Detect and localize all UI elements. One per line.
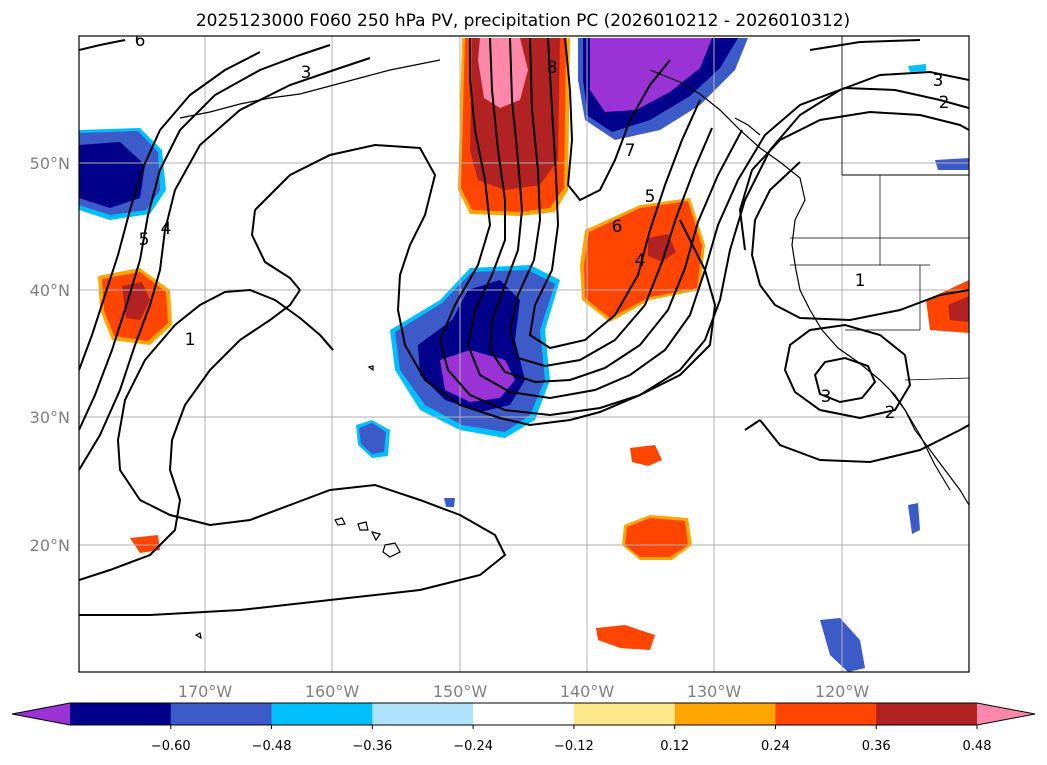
- contour-label-2-e: 2: [885, 403, 896, 423]
- contour-label-1-w: 1: [185, 330, 196, 350]
- colorbar: −0.60 −0.48 −0.36 −0.24 −0.12 0.12 0.24 0.36 0.4…: [11, 702, 1036, 754]
- contour-label-3-e: 3: [821, 387, 832, 407]
- colorbar-tick-label: 0.24: [761, 739, 790, 754]
- colorbar-segment: [876, 703, 978, 725]
- lon-label-130w: 130°W: [687, 682, 742, 701]
- lon-label-140w: 140°W: [560, 682, 615, 701]
- contour-label-7: 7: [625, 141, 636, 161]
- colorbar-tick-label: 0.48: [963, 739, 992, 754]
- graticule: [79, 36, 969, 672]
- contour-label-5: 5: [645, 187, 656, 207]
- contour-label-4-w: 4: [161, 219, 172, 239]
- lon-label-120w: 120°W: [815, 682, 870, 701]
- contour-label-2-ne: 2: [939, 93, 950, 113]
- colorbar-segment: [674, 703, 776, 725]
- pv-contours: [79, 37, 969, 616]
- colorbar-segment: [271, 703, 373, 725]
- lon-label-160w: 160°W: [305, 682, 360, 701]
- lon-label-170w: 170°W: [178, 682, 233, 701]
- contour-label-6-nw: 6: [135, 31, 146, 51]
- contour-label-5-w: 5: [139, 230, 150, 250]
- colorbar-extend-max: [977, 703, 1035, 725]
- colorbar-tick-label: −0.60: [151, 739, 191, 754]
- lat-label-30n: 30°N: [30, 408, 70, 427]
- colorbar-tick-label: 0.12: [660, 739, 689, 754]
- latitude-labels: 50°N 40°N 30°N 20°N: [30, 154, 70, 555]
- colorbar-tick-label: −0.24: [453, 739, 493, 754]
- lon-label-150w: 150°W: [433, 682, 488, 701]
- colorbar-segment: [473, 703, 575, 725]
- longitude-labels: 170°W 160°W 150°W 140°W 130°W 120°W: [178, 682, 870, 701]
- colorbar-tick-label: −0.36: [352, 739, 392, 754]
- colorbar-segment: [573, 703, 676, 725]
- colorbar-outline: [11, 702, 1036, 726]
- colorbar-segment: [70, 703, 172, 725]
- colorbar-tick-label: −0.48: [252, 739, 292, 754]
- colorbar-extend-min: [12, 703, 70, 725]
- contour-label-8: 8: [547, 58, 558, 78]
- colorbar-tick-label: −0.12: [554, 739, 594, 754]
- contour-label-3-nw: 3: [301, 63, 312, 83]
- colorbar-segment: [372, 703, 474, 725]
- contour-labels: 6 3 3 2 4 5 1 8 7 6 5 4 1 3 2: [135, 31, 950, 423]
- colorbar-tick-label: 0.36: [862, 739, 891, 754]
- coastlines: [179, 36, 969, 640]
- contour-label-1-e: 1: [855, 271, 866, 291]
- lat-label-40n: 40°N: [30, 281, 70, 300]
- colorbar-segment: [775, 703, 877, 725]
- contour-label-6: 6: [612, 217, 623, 237]
- map-frame: [78, 35, 970, 673]
- contour-label-4: 4: [635, 251, 646, 271]
- lat-label-50n: 50°N: [30, 154, 70, 173]
- colorbar-segment: [170, 703, 273, 725]
- lat-label-20n: 20°N: [30, 536, 70, 555]
- map-title: 2025123000 F060 250 hPa PV, precipitatio…: [196, 11, 850, 31]
- map-content: 6 3 3 2 4 5 1 8 7 6 5 4 1 3 2: [79, 31, 969, 672]
- contour-label-3-ne: 3: [933, 71, 944, 91]
